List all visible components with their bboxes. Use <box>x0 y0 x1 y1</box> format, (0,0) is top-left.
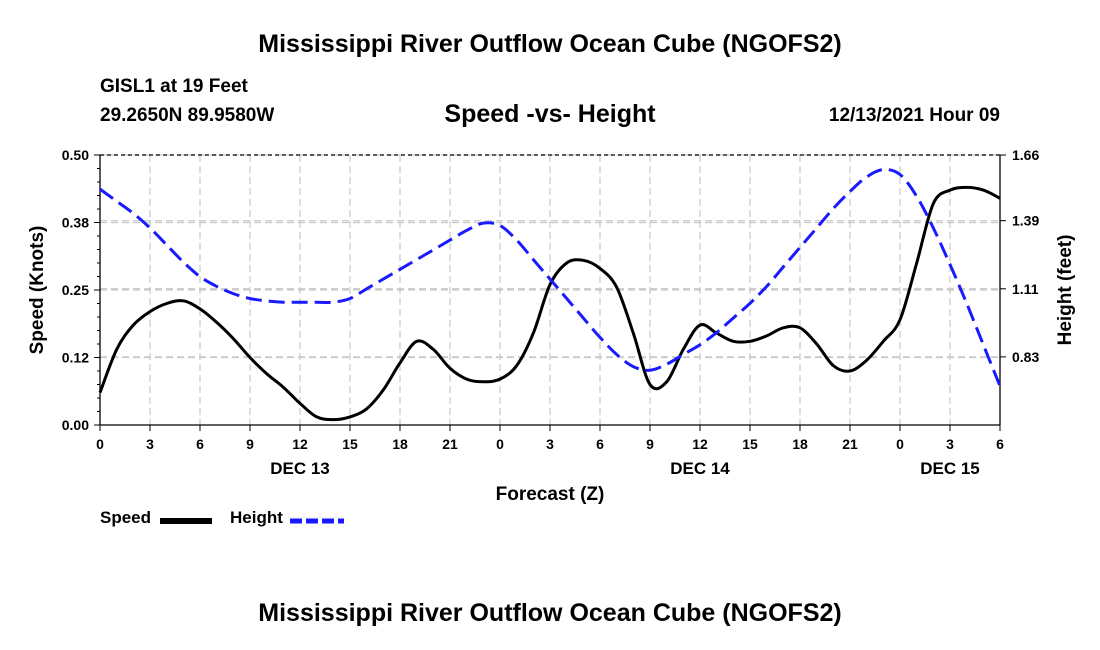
coordinates-label: 29.2650N 89.9580W <box>100 105 275 126</box>
y2-tick-label: 1.66 <box>1012 147 1039 163</box>
tick-labels: 0 3 6 9 12 15 18 21 0 3 6 9 12 15 18 21 0 3 6 0.00 0.12 0.25 0… <box>27 147 1076 505</box>
legend-height: Height <box>230 508 283 528</box>
x-tick-label: 12 <box>692 436 708 452</box>
station-label: GISL1 at 19 Feet <box>100 76 248 97</box>
day-label: DEC 14 <box>670 459 730 478</box>
chart-subtitle: Speed -vs- Height <box>444 100 656 128</box>
day-label: DEC 15 <box>920 459 980 478</box>
x-tick-label: 0 <box>496 436 504 452</box>
chart-main-title: Mississippi River Outflow Ocean Cube (NG… <box>258 30 842 58</box>
y2-axis-title: Height (feet) <box>1055 235 1076 346</box>
y-tick-label: 0.12 <box>62 350 89 366</box>
y-tick-label: 0.38 <box>62 215 89 231</box>
x-tick-label: 0 <box>896 436 904 452</box>
y-tick-label: 0.00 <box>62 417 89 433</box>
legend-height-swatch <box>290 518 344 524</box>
x-tick-label: 3 <box>546 436 554 452</box>
x-tick-label: 18 <box>392 436 408 452</box>
x-tick-label: 18 <box>792 436 808 452</box>
x-tick-label: 15 <box>342 436 358 452</box>
day-label: DEC 13 <box>270 459 330 478</box>
grid <box>100 154 1000 425</box>
x-tick-label: 9 <box>246 436 254 452</box>
chart-footer-title: Mississippi River Outflow Ocean Cube (NG… <box>258 599 842 627</box>
height-series-line <box>99 168 1002 387</box>
x-tick-label: 3 <box>146 436 154 452</box>
series-layer <box>98 168 1002 422</box>
y2-tick-label: 1.11 <box>1012 281 1039 297</box>
y-axis-title: Speed (Knots) <box>27 226 48 355</box>
x-tick-label: 9 <box>646 436 654 452</box>
x-tick-label: 21 <box>842 436 858 452</box>
legend-speed: Speed <box>100 508 151 528</box>
x-tick-label: 12 <box>292 436 308 452</box>
x-tick-label: 0 <box>96 436 104 452</box>
y-tick-label: 0.25 <box>62 282 89 298</box>
forecast-datetime: 12/13/2021 Hour 09 <box>828 105 1000 126</box>
x-axis-title: Forecast (Z) <box>496 484 605 505</box>
x-tick-label: 6 <box>596 436 604 452</box>
axes <box>94 154 1006 431</box>
legend-speed-label: Speed <box>100 508 152 527</box>
legend-speed-swatch <box>160 518 212 524</box>
y2-tick-label: 0.83 <box>1012 349 1039 365</box>
speed-series-line <box>98 185 1001 422</box>
x-tick-label: 21 <box>442 436 458 452</box>
legend-height-label: Height <box>230 508 283 527</box>
y2-tick-label: 1.39 <box>1012 213 1039 229</box>
x-tick-label: 15 <box>742 436 758 452</box>
x-tick-label: 6 <box>996 436 1004 452</box>
y-tick-label: 0.50 <box>62 147 89 163</box>
x-tick-label: 3 <box>946 436 954 452</box>
x-tick-label: 6 <box>196 436 204 452</box>
